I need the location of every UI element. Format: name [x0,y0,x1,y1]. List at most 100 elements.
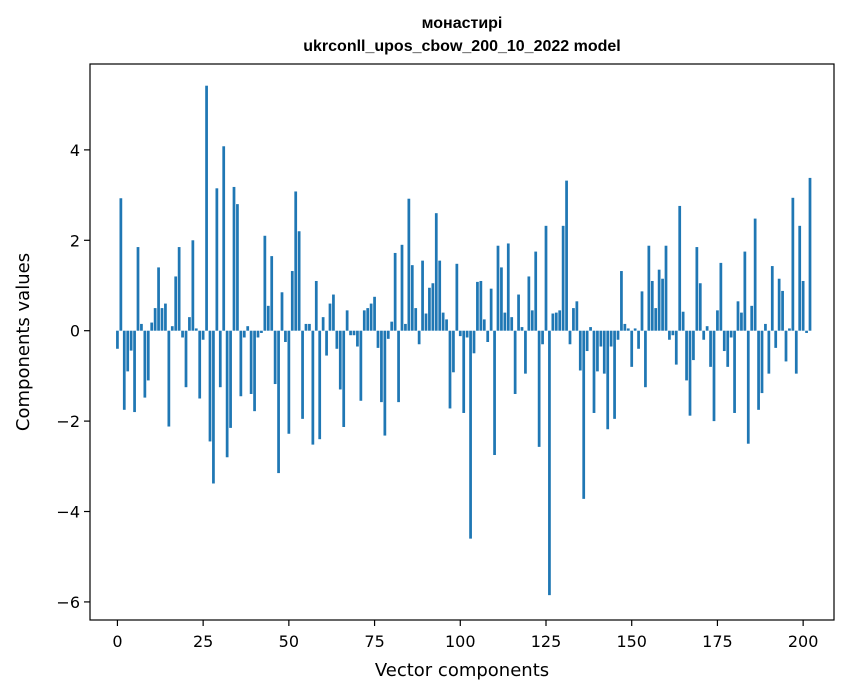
bar [153,308,157,331]
bar [678,205,682,331]
x-tick-label: 0 [112,632,122,651]
bar [592,330,596,413]
bar [321,317,325,331]
bar [414,308,418,331]
bar [688,330,692,416]
bar [722,330,726,352]
bar [188,317,191,331]
bar [359,330,363,401]
bar [448,330,452,409]
bar [736,301,740,331]
bar [798,225,802,331]
bar [764,323,767,331]
bar [366,308,370,331]
bar [143,330,147,398]
bar [441,312,445,331]
bar [681,311,685,331]
bar [544,225,548,331]
bar [582,330,586,499]
bar [476,281,479,331]
bar [541,330,544,345]
bar [630,330,634,367]
bars-group [116,85,812,596]
bar [229,330,232,428]
bar [356,330,359,347]
bar [794,330,798,374]
bar [126,330,130,372]
bar [740,312,743,331]
bar [393,252,397,331]
bar [640,291,644,331]
bar [390,321,394,331]
bar [191,240,195,331]
bar [352,330,356,336]
bar [266,305,270,331]
bar [770,266,774,331]
bar [479,280,483,331]
bar [561,225,565,331]
bar [568,330,572,345]
bar [325,330,328,356]
x-tick-label: 150 [616,632,647,651]
y-tick-label: −6 [56,593,80,612]
bar [400,244,404,331]
bar [626,328,630,331]
bar [263,235,267,331]
bar [342,330,346,427]
bar [177,247,181,331]
bar [716,310,719,331]
bar [685,330,688,381]
bar [534,251,538,331]
bar [410,265,414,331]
bar [781,290,784,331]
y-axis-label: Components values [13,253,34,431]
bar [664,245,668,331]
bar [184,330,188,388]
bar [671,330,675,336]
bar [150,322,154,331]
bar [524,330,527,374]
bar [404,323,407,331]
bar [287,330,291,434]
bar [362,310,366,331]
bar [493,330,496,456]
bar [253,330,256,412]
bar [808,177,812,331]
bar [482,319,486,331]
bar [338,330,342,390]
y-axis-ticks: −6 −4 −2 0 2 4 [56,141,90,612]
bar [620,271,623,331]
bar [661,278,664,331]
bar [565,180,568,331]
x-tick-label: 175 [702,632,733,651]
bar [438,260,442,331]
bar [304,323,308,331]
bar [157,267,160,331]
bar [222,146,226,331]
bar [280,292,284,331]
bar [417,330,421,345]
bar [160,308,164,331]
bar [637,330,640,349]
bar [380,330,383,403]
bar [376,330,380,348]
bar [668,330,671,340]
bar [242,330,246,338]
bar [496,245,500,331]
x-tick-label: 75 [364,632,384,651]
bar [452,330,455,373]
bar [654,308,658,331]
bar [609,330,613,347]
x-tick-label: 125 [531,632,562,651]
x-axis-ticks: 0 25 50 75 100 125 150 175 200 [112,620,818,651]
bar [709,330,712,367]
bar [472,330,476,354]
bar [647,245,651,331]
bar [146,330,150,381]
bar [122,330,126,410]
bar [345,310,349,331]
y-tick-label: 2 [70,231,80,250]
bar [198,330,202,399]
x-axis-label: Vector components [375,660,549,681]
x-tick-label: 25 [193,632,213,651]
